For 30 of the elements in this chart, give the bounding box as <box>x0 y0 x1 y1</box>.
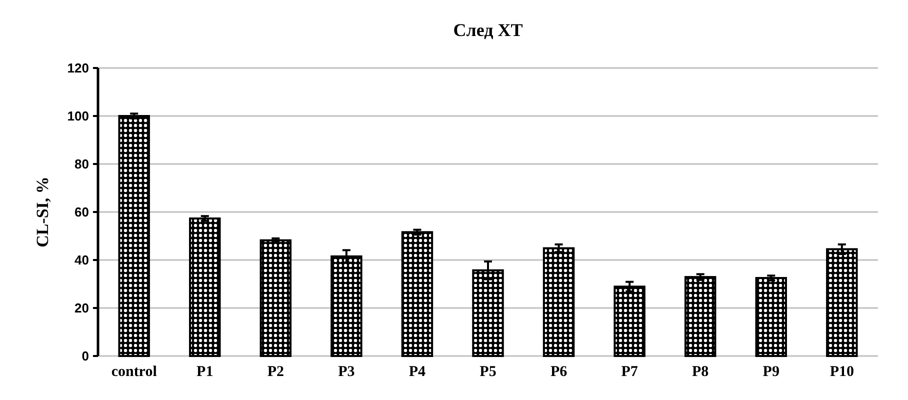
x-tick-label: P4 <box>408 364 426 380</box>
bar <box>755 277 787 357</box>
y-tick-label: 80 <box>74 156 89 172</box>
y-tick-label: 100 <box>67 108 89 124</box>
y-tick-label: 0 <box>82 348 89 364</box>
bar <box>260 239 292 357</box>
bar <box>614 286 646 357</box>
bar <box>542 247 575 357</box>
chart-title: След ХТ <box>453 20 523 40</box>
x-tick-label: control <box>111 364 157 380</box>
x-tick-label: P2 <box>267 364 284 380</box>
x-tick-label: P6 <box>550 364 568 380</box>
y-tick-label: 40 <box>74 252 89 268</box>
bar <box>330 255 362 357</box>
x-tick-label: P10 <box>830 364 854 380</box>
x-tick-label: P7 <box>621 364 638 380</box>
x-tick-label: P1 <box>196 364 214 380</box>
y-tick-label: 120 <box>67 60 89 76</box>
y-tick-label: 60 <box>74 204 89 220</box>
bar <box>401 231 434 357</box>
y-axis-title: CL-SI, % <box>33 176 52 248</box>
y-tick-label: 20 <box>74 300 89 316</box>
bar <box>118 115 150 357</box>
x-tick-label: P8 <box>692 364 709 380</box>
x-tick-label: P9 <box>762 364 780 380</box>
x-tick-label: P3 <box>338 364 355 380</box>
bar <box>826 248 858 357</box>
bar <box>189 217 221 357</box>
x-tick-label: P5 <box>480 364 496 380</box>
bar <box>684 276 716 357</box>
